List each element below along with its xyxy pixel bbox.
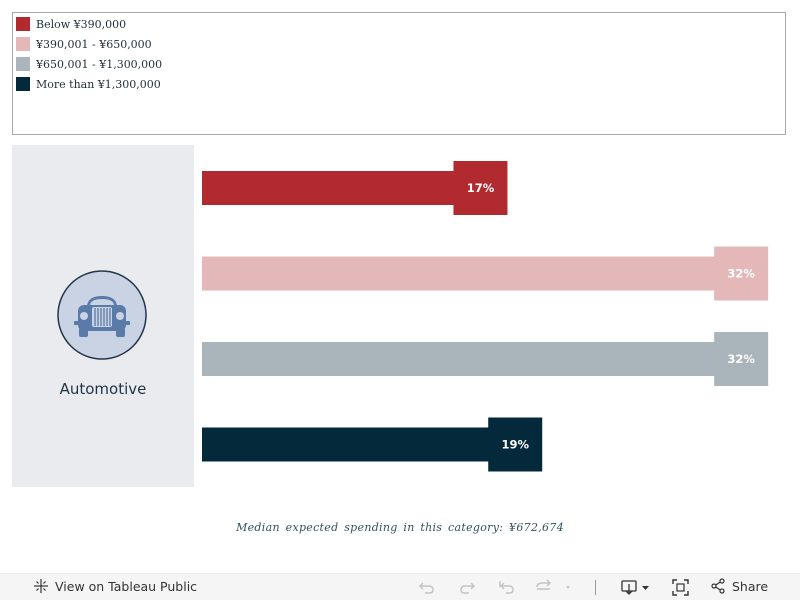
tableau-logo-icon bbox=[34, 579, 48, 593]
legend-item-650001-1300000[interactable]: ¥650,001 - ¥1,300,000 bbox=[16, 56, 162, 72]
bar-3[interactable] bbox=[202, 342, 749, 376]
bar-end-marker-3[interactable] bbox=[714, 332, 769, 386]
category-label: Automotive bbox=[59, 380, 147, 398]
bar-end-marker-2[interactable] bbox=[714, 246, 769, 301]
legend-label: Below ¥390,000 bbox=[36, 17, 127, 31]
view-on-tableau-link[interactable]: View on Tableau Public bbox=[33, 578, 197, 594]
refresh-dropdown-icon[interactable] bbox=[535, 579, 575, 595]
fullscreen-icon[interactable] bbox=[672, 579, 689, 596]
legend-label: More than ¥1,300,000 bbox=[36, 77, 161, 91]
data-label-3: 32% bbox=[727, 352, 755, 366]
legend-item-more-than-1300000[interactable]: More than ¥1,300,000 bbox=[16, 76, 161, 92]
share-icon bbox=[711, 578, 725, 594]
redo-icon[interactable] bbox=[458, 579, 476, 595]
toolbar-divider bbox=[595, 580, 596, 595]
bar-end-marker-1[interactable] bbox=[453, 161, 508, 215]
legend-item-below-390000[interactable]: Below ¥390,000 bbox=[16, 16, 126, 32]
data-label-4: 19% bbox=[501, 438, 529, 452]
legend-swatch bbox=[16, 77, 30, 91]
legend: Below ¥390,000 ¥390,001 - ¥650,000 ¥650,… bbox=[12, 12, 786, 135]
median-note: Median expected spending in this categor… bbox=[236, 521, 564, 534]
bar-2[interactable] bbox=[202, 256, 749, 291]
legend-swatch bbox=[16, 37, 30, 51]
legend-swatch bbox=[16, 57, 30, 71]
car-icon bbox=[57, 270, 147, 360]
undo-icon[interactable] bbox=[418, 579, 436, 595]
footer-toolbar: View on Tableau Public Share bbox=[0, 573, 800, 600]
category-panel: Automotive bbox=[12, 145, 194, 487]
share-label: Share bbox=[732, 578, 769, 594]
bar-chart: 17% 32% 32% 19% bbox=[202, 161, 769, 472]
legend-label: ¥390,001 - ¥650,000 bbox=[36, 37, 152, 51]
bar-1[interactable] bbox=[202, 171, 488, 205]
bar-end-marker-4[interactable] bbox=[488, 417, 543, 472]
legend-label: ¥650,001 - ¥1,300,000 bbox=[36, 57, 163, 71]
data-label-1: 17% bbox=[467, 181, 495, 195]
legend-swatch bbox=[16, 17, 30, 31]
legend-item-390001-650000[interactable]: ¥390,001 - ¥650,000 bbox=[16, 36, 152, 52]
share-button[interactable]: Share bbox=[710, 578, 768, 594]
view-on-tableau-label: View on Tableau Public bbox=[55, 578, 198, 594]
data-label-2: 32% bbox=[727, 267, 755, 281]
revert-icon[interactable] bbox=[498, 579, 516, 595]
download-icon[interactable] bbox=[621, 579, 651, 596]
bar-4[interactable] bbox=[202, 427, 523, 462]
